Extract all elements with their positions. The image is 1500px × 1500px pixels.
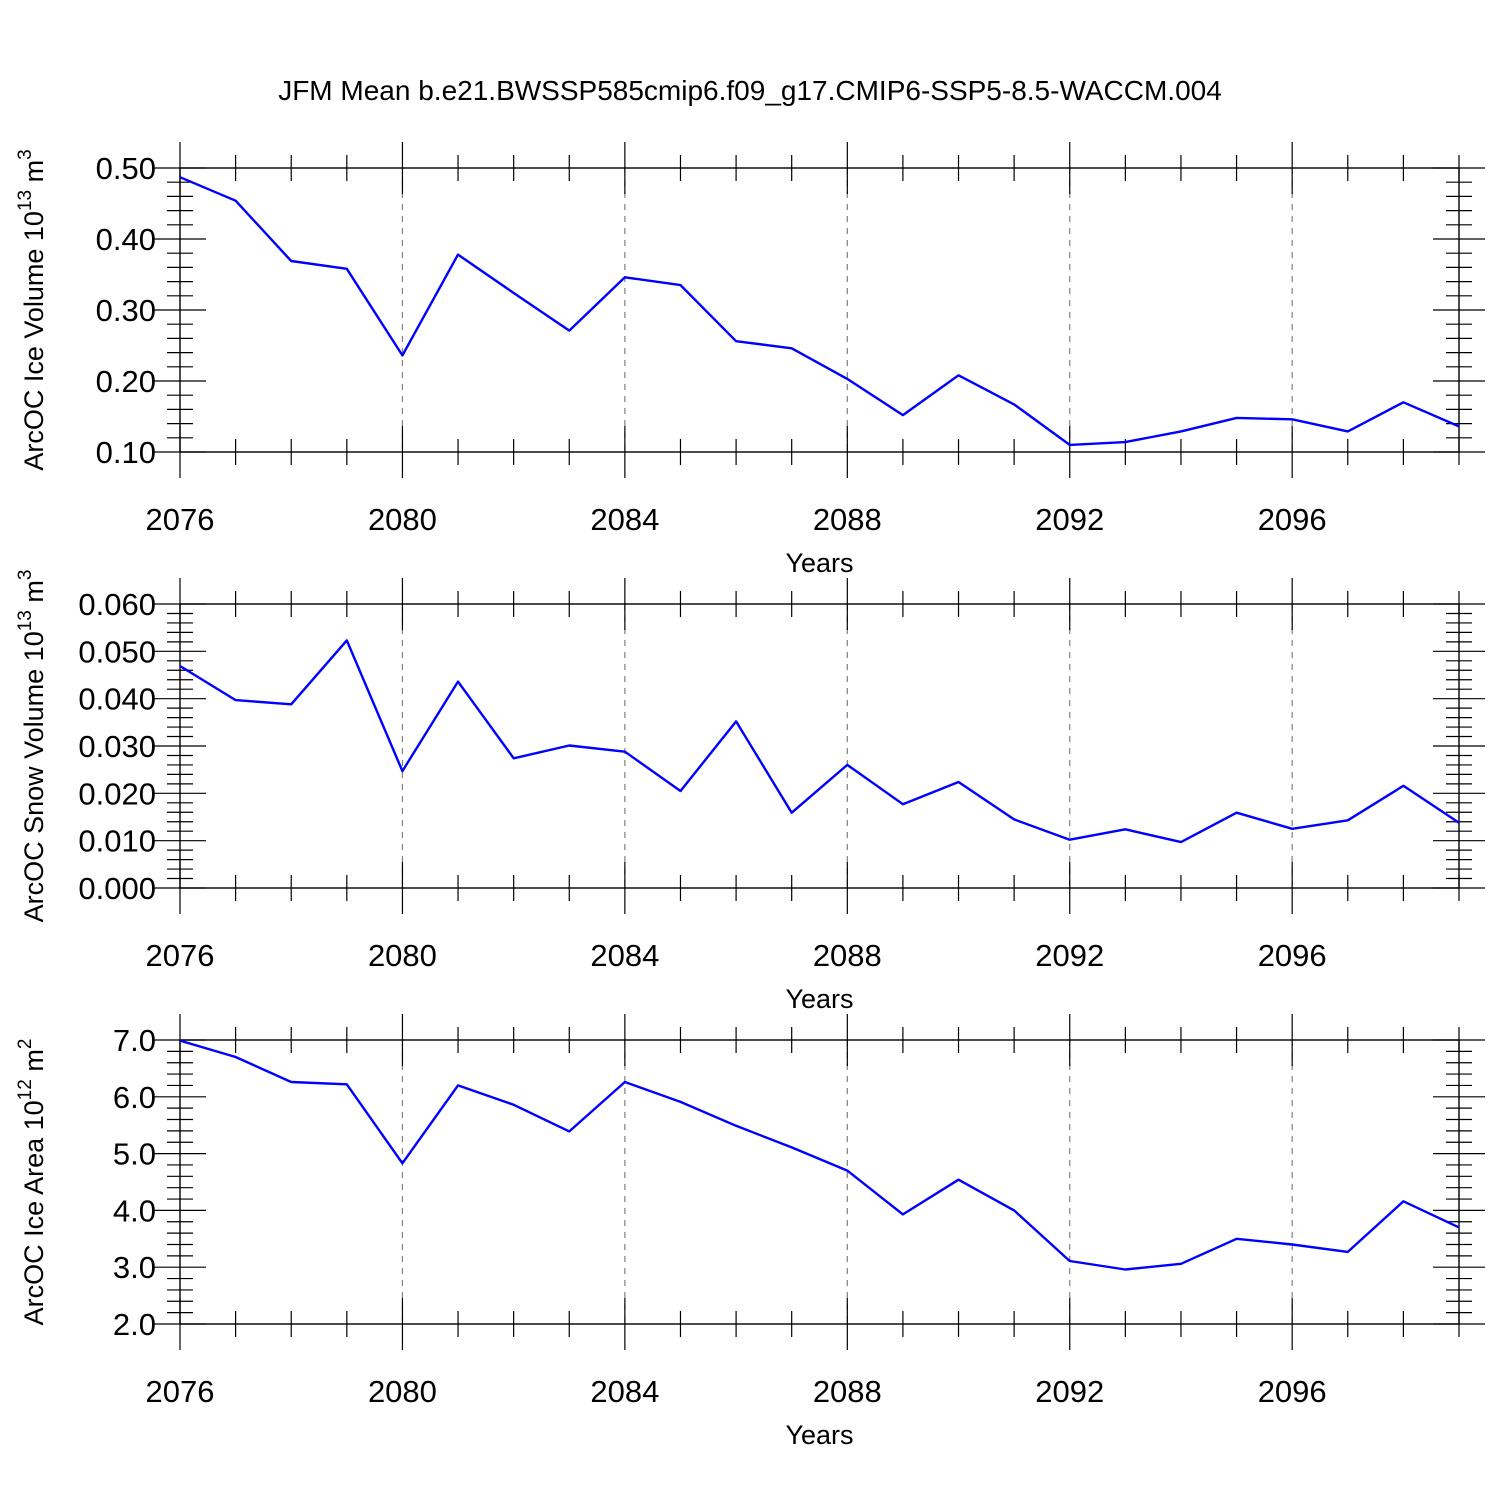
panels-layer: 2076 2080 2084 2088 2092 2096 0.10 0.20 0.30 0.40…	[15, 142, 1485, 1450]
x-tick-label: 2096	[1258, 938, 1327, 973]
x-tick-label: 2088	[813, 1374, 882, 1409]
x-tick-label: 2080	[368, 502, 437, 537]
x-tick-label: 2096	[1258, 502, 1327, 537]
panel-3: 2076 2080 2084 2088 2092 2096 2.0 3.0 4.0 5.0 6.0 7…	[15, 1014, 1485, 1450]
y-tick-label: 2.0	[113, 1307, 156, 1342]
series-line	[179, 176, 1460, 447]
x-tick-label: 2096	[1258, 1374, 1327, 1409]
x-tick-label: 2076	[146, 502, 215, 537]
x-tick-label: 2076	[146, 938, 215, 973]
plot-frame	[179, 603, 1460, 889]
x-axis-title: Years	[785, 548, 853, 578]
y-tick-label: 0.050	[78, 634, 156, 669]
y-tick-label: 3.0	[113, 1250, 156, 1285]
panel-1: 2076 2080 2084 2088 2092 2096 0.10 0.20 0.30 0.40…	[15, 142, 1485, 578]
y-tick-label: 0.10	[96, 435, 156, 470]
y-tick-label: 0.010	[78, 824, 156, 859]
series-line	[179, 639, 1460, 844]
x-tick-label: 2092	[1035, 938, 1104, 973]
y-tick-label: 4.0	[113, 1193, 156, 1228]
y-tick-label: 0.020	[78, 776, 156, 811]
y-tick-label: 0.060	[78, 587, 156, 622]
x-tick-label: 2092	[1035, 1374, 1104, 1409]
y-axis-title: ArcOC Snow Volume 1013 m3	[15, 570, 49, 923]
y-axis-title: ArcOC Ice Area 1012 m2	[15, 1039, 49, 1326]
x-tick-label: 2088	[813, 502, 882, 537]
x-tick-label: 2092	[1035, 502, 1104, 537]
x-axis-title: Years	[785, 1420, 853, 1450]
y-tick-label: 0.000	[78, 871, 156, 906]
y-tick-label: 5.0	[113, 1137, 156, 1172]
chart-title: JFM Mean b.e21.BWSSP585cmip6.f09_g17.CMI…	[278, 75, 1222, 106]
series-line	[179, 1039, 1460, 1271]
y-tick-label: 7.0	[113, 1023, 156, 1058]
x-tick-label: 2084	[590, 938, 659, 973]
x-tick-label: 2084	[590, 502, 659, 537]
x-tick-label: 2088	[813, 938, 882, 973]
x-tick-label: 2084	[590, 1374, 659, 1409]
y-tick-label: 0.030	[78, 729, 156, 764]
y-tick-label: 0.30	[96, 293, 156, 328]
y-tick-label: 6.0	[113, 1080, 156, 1115]
x-tick-label: 2080	[368, 938, 437, 973]
x-tick-label: 2076	[146, 1374, 215, 1409]
x-tick-label: 2080	[368, 1374, 437, 1409]
x-axis-title: Years	[785, 984, 853, 1014]
plot-frame	[179, 1039, 1460, 1325]
y-tick-label: 0.40	[96, 222, 156, 257]
y-tick-label: 0.040	[78, 682, 156, 717]
y-axis-title: ArcOC Ice Volume 1013 m3	[15, 149, 49, 470]
y-tick-label: 0.20	[96, 364, 156, 399]
y-tick-label: 0.50	[96, 151, 156, 186]
panel-2: 2076 2080 2084 2088 2092 2096 0.000 0.010 0.020 0…	[15, 570, 1485, 1014]
